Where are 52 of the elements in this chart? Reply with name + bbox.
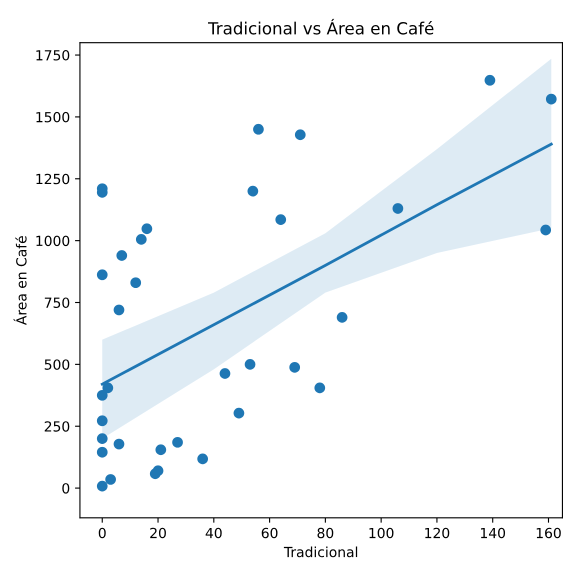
point [96, 415, 108, 426]
point [96, 433, 108, 444]
point [172, 436, 183, 448]
y-tick-label: 1500 [36, 112, 70, 122]
point [289, 362, 300, 373]
point [336, 312, 348, 323]
point [114, 304, 124, 316]
point [105, 474, 116, 485]
point [152, 465, 164, 476]
x-tick-label: 0 [98, 528, 106, 538]
y-tick-label: 500 [44, 359, 70, 370]
x-tick-label: 120 [425, 528, 450, 538]
point [96, 269, 108, 280]
point [142, 223, 152, 234]
point [155, 444, 166, 456]
x-tick-label: 100 [369, 528, 394, 538]
y-tick-label: 250 [44, 421, 70, 432]
point [540, 224, 552, 236]
point [484, 74, 496, 86]
point [197, 454, 208, 464]
chart-title: Tradicional vs Área en Café [208, 18, 434, 35]
point [114, 438, 124, 450]
y-tick-label: 1750 [36, 50, 70, 61]
point [275, 214, 286, 225]
point [392, 203, 404, 214]
y-axis-title: Área en Café [14, 236, 27, 326]
point [116, 250, 128, 261]
point [96, 480, 108, 492]
x-tick-label: 140 [480, 528, 506, 538]
y-tick-label: 750 [44, 297, 70, 308]
point [253, 124, 264, 135]
y-tick-label: 1000 [36, 236, 70, 246]
point [220, 368, 230, 379]
x-tick-label: 40 [206, 528, 222, 538]
point [248, 186, 258, 196]
point [314, 382, 326, 394]
point [136, 234, 147, 245]
y-tick-label: 0 [62, 483, 70, 494]
point [130, 277, 142, 288]
x-tick-label: 60 [262, 528, 278, 538]
x-tick-label: 20 [150, 528, 166, 538]
point [102, 382, 114, 394]
point [96, 446, 108, 458]
point [234, 408, 244, 418]
point [244, 359, 256, 370]
x-tick-label: 80 [317, 528, 334, 538]
point [546, 94, 557, 104]
x-axis-title: Tradicional [284, 546, 358, 558]
point [294, 129, 306, 140]
point [96, 390, 108, 401]
y-tick-label: 1250 [36, 174, 70, 184]
x-tick-label: 160 [536, 528, 561, 538]
